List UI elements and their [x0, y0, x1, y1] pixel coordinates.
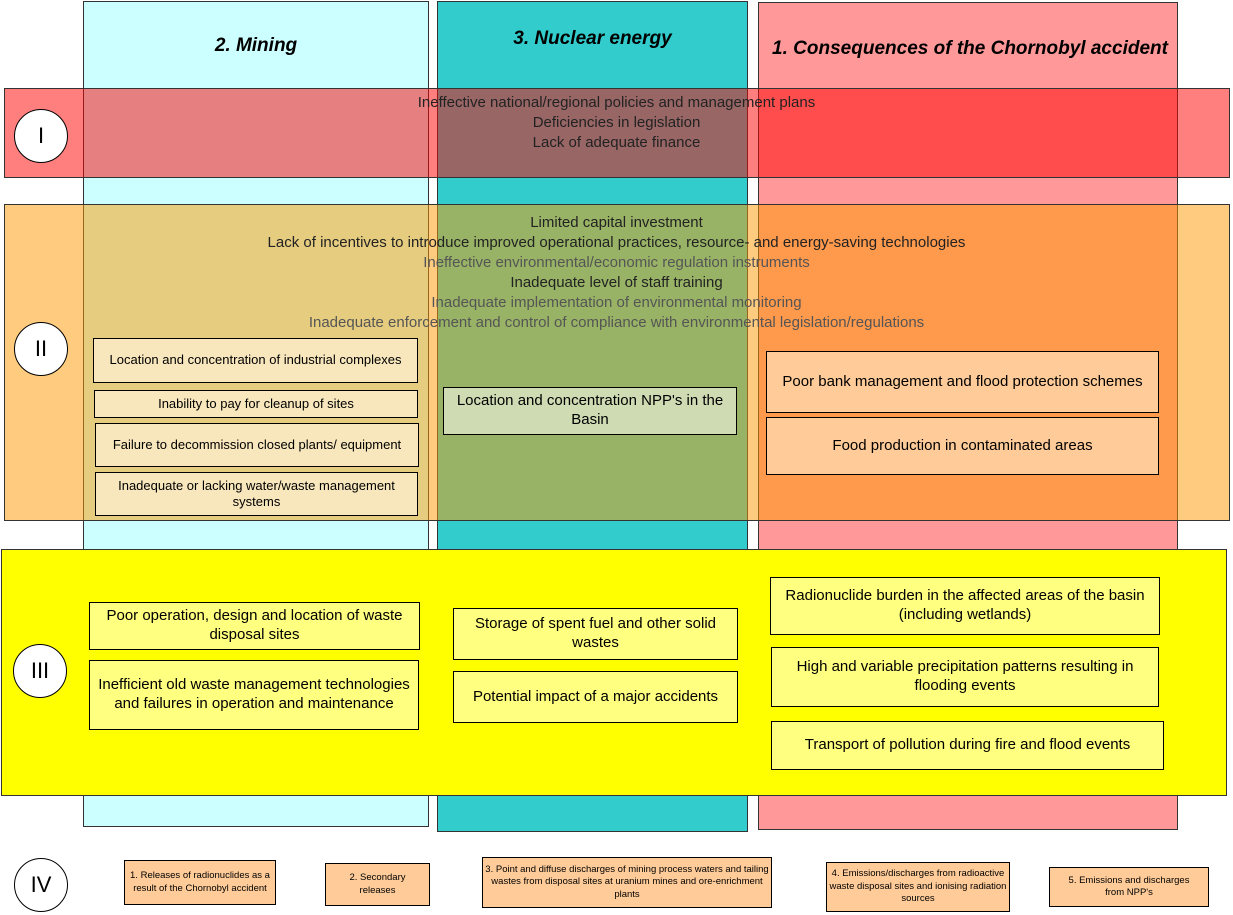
source-box: 1. Releases of radionuclides as a result…	[124, 860, 276, 905]
chornobyl-cause-box: Poor bank management and flood protectio…	[766, 351, 1159, 413]
band-II-line: Inadequate implementation of environment…	[431, 294, 802, 311]
source-box: 5. Emissions and discharges from NPP's	[1049, 867, 1209, 907]
mining-pressure-box: Inefficient old waste management technol…	[89, 660, 419, 730]
band-I	[4, 88, 1230, 178]
band-II-line: Lack of incentives to introduce improved…	[267, 234, 966, 251]
band-II-line: Inadequate level of staff training	[510, 274, 723, 291]
band-I-line: Deficiencies in legislation	[532, 114, 701, 131]
level-III-marker: III	[13, 644, 67, 698]
nuclear-pressure-box: Storage of spent fuel and other solid wa…	[453, 608, 738, 660]
band-II-line: Ineffective environmental/economic regul…	[423, 254, 810, 271]
mining-cause-box: Inadequate or lacking water/waste manage…	[95, 472, 418, 516]
level-I-marker: I	[14, 109, 68, 163]
mining-cause-box: Inability to pay for cleanup of sites	[94, 390, 418, 418]
band-I-line: Ineffective national/regional policies a…	[417, 94, 816, 111]
mining-cause-box: Location and concentration of industrial…	[93, 338, 418, 383]
mining-pressure-box: Poor operation, design and location of w…	[89, 602, 420, 650]
column-title-nuclear: 3. Nuclear energy	[513, 28, 672, 49]
chornobyl-pressure-box: Transport of pollution during fire and f…	[771, 721, 1164, 770]
chornobyl-pressure-box: Radionuclide burden in the affected area…	[770, 577, 1160, 635]
chornobyl-cause-box: Food production in contaminated areas	[766, 417, 1159, 475]
source-box: 2. Secondary releases	[325, 863, 430, 906]
column-title-mining: 2. Mining	[214, 35, 298, 56]
nuclear-cause-box: Location and concentration NPP's in the …	[443, 387, 737, 435]
source-box: 4. Emissions/discharges from radioactive…	[826, 862, 1010, 912]
level-IV-marker: IV	[14, 858, 68, 912]
band-II-line: Inadequate enforcement and control of co…	[308, 314, 925, 331]
mining-cause-box: Failure to decommission closed plants/ e…	[95, 423, 419, 467]
column-title-chornobyl: 1. Consequences of the Chornobyl acciden…	[772, 38, 1168, 59]
level-II-marker: II	[14, 322, 68, 376]
source-box: 3. Point and diffuse discharges of minin…	[482, 857, 772, 908]
chornobyl-pressure-box: High and variable precipitation patterns…	[771, 647, 1159, 707]
band-II-line: Limited capital investment	[530, 214, 703, 231]
nuclear-pressure-box: Potential impact of a major accidents	[453, 671, 738, 723]
band-I-line: Lack of adequate finance	[532, 134, 701, 151]
